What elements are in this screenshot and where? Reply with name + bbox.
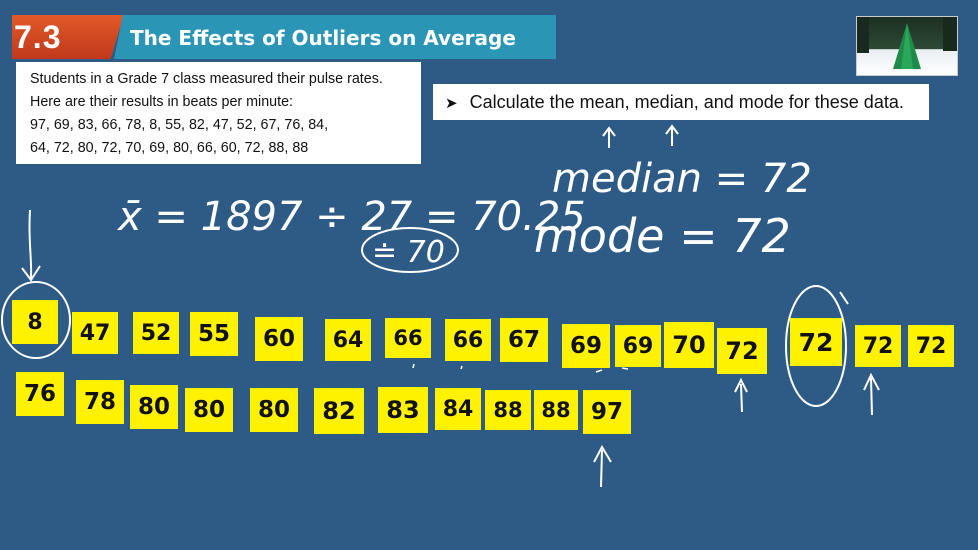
arrow-up-icon: [593, 444, 612, 488]
rounded-mean-circle: [361, 227, 459, 273]
lesson-title: The Effects of Outliers on Average: [114, 15, 556, 59]
task-instruction: ➤ Calculate the mean, median, and mode fo…: [433, 84, 929, 120]
arrow-up-icon: [734, 377, 748, 413]
data-card[interactable]: 88: [534, 390, 578, 430]
data-card[interactable]: 67: [500, 318, 548, 362]
arrow-icon: ➤: [445, 95, 458, 112]
data-card[interactable]: 72: [855, 325, 901, 367]
data-card[interactable]: 88: [485, 390, 531, 430]
lesson-number: 7.3: [12, 15, 124, 59]
data-card[interactable]: 8: [12, 300, 58, 344]
median-card[interactable]: 72: [790, 318, 842, 366]
problem-line-4: 64, 72, 80, 72, 70, 69, 80, 66, 60, 72, …: [30, 140, 309, 156]
median-circle: [785, 285, 847, 407]
data-card[interactable]: 80: [130, 385, 178, 429]
problem-line-3: 97, 69, 83, 66, 78, 8, 55, 82, 47, 52, 6…: [30, 117, 329, 133]
data-card[interactable]: 82: [314, 388, 364, 434]
data-card[interactable]: 78: [76, 380, 124, 424]
data-card[interactable]: 84: [435, 388, 481, 430]
data-card[interactable]: 70: [664, 322, 714, 368]
ink-marks: [412, 363, 629, 373]
arrow-up-icon: [665, 124, 679, 146]
data-card[interactable]: 52: [133, 312, 179, 354]
data-card[interactable]: 66: [385, 318, 431, 358]
problem-statement: Students in a Grade 7 class measured the…: [16, 62, 421, 164]
data-card[interactable]: 60: [255, 317, 303, 361]
data-card[interactable]: 66: [445, 319, 491, 361]
data-card[interactable]: 69: [562, 324, 610, 368]
outlier-circle: [1, 281, 71, 359]
task-text: Calculate the mean, median, and mode for…: [469, 92, 904, 112]
data-card[interactable]: 47: [72, 312, 118, 354]
data-card[interactable]: 69: [615, 325, 661, 367]
problem-line-2: Here are their results in beats per minu…: [30, 94, 294, 110]
arrow-down-icon: [21, 209, 41, 282]
arrow-up-icon: [863, 372, 880, 416]
mean-equation: x̄ = 1897 ÷ 27 = 70.25: [116, 194, 586, 240]
data-card[interactable]: 72: [717, 328, 767, 374]
data-card[interactable]: 76: [16, 372, 64, 416]
data-card[interactable]: 72: [908, 325, 954, 367]
data-card[interactable]: 80: [250, 388, 298, 432]
mode-label: mode = 72: [534, 209, 791, 263]
lesson-banner: 7.3 The Effects of Outliers on Average: [12, 15, 556, 59]
arrow-up-icon: [602, 126, 616, 148]
mean-rounded: ≐ 70: [372, 235, 445, 270]
data-card[interactable]: 55: [190, 312, 238, 356]
tree-thumbnail: [856, 16, 958, 76]
median-label: median = 72: [552, 156, 812, 202]
outlier-card[interactable]: 97: [583, 390, 631, 434]
data-card[interactable]: 64: [325, 319, 371, 361]
problem-line-1: Students in a Grade 7 class measured the…: [30, 71, 383, 87]
data-card[interactable]: 83: [378, 387, 428, 433]
data-card[interactable]: 80: [185, 388, 233, 432]
circle-tick: [839, 291, 849, 305]
